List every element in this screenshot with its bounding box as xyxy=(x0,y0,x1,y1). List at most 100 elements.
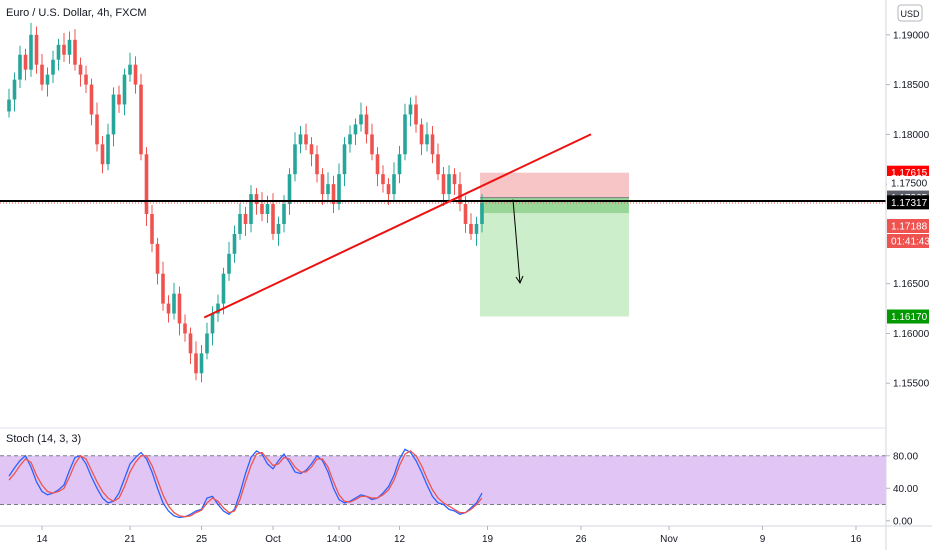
candle xyxy=(348,125,352,153)
candle xyxy=(419,118,424,156)
candle-body xyxy=(419,124,424,145)
candle-body xyxy=(414,104,418,125)
candle-body xyxy=(84,74,88,85)
candle-body xyxy=(73,39,77,65)
candle xyxy=(342,137,347,187)
close-price-label-text: 1.17188 xyxy=(891,222,928,233)
candle-body xyxy=(397,154,402,175)
candle xyxy=(89,78,94,126)
candle-body xyxy=(166,303,171,314)
candle xyxy=(298,126,303,154)
candle-body xyxy=(117,94,121,105)
candle-body xyxy=(309,144,314,155)
stoch-axis[interactable]: 80.00 40.00 0.00 xyxy=(886,451,918,527)
candle xyxy=(155,237,160,285)
candle xyxy=(150,205,154,253)
take-profit-zone[interactable] xyxy=(480,197,629,317)
stoch-band xyxy=(0,455,886,505)
candle xyxy=(67,31,72,64)
candle-body xyxy=(29,34,33,70)
candle xyxy=(78,57,83,87)
candle xyxy=(161,261,165,311)
candle xyxy=(18,45,22,88)
stop-loss-zone[interactable] xyxy=(480,172,629,198)
trendline[interactable] xyxy=(203,133,592,319)
candle-body xyxy=(276,223,281,234)
candle xyxy=(111,87,116,147)
candle-body xyxy=(436,154,440,175)
stoch-d-line xyxy=(8,450,483,518)
candle xyxy=(315,145,319,183)
currency-button-label[interactable]: USD xyxy=(900,9,920,19)
candle xyxy=(29,22,33,77)
time-tick-label: 12 xyxy=(394,534,406,545)
candle xyxy=(227,241,231,281)
candle-body xyxy=(474,223,479,234)
candle-body xyxy=(221,273,226,304)
candle-body xyxy=(62,44,66,55)
candle xyxy=(353,118,358,146)
candle xyxy=(172,282,176,320)
stoch-band-layer xyxy=(0,455,886,505)
stoch-tick-label: 0.00 xyxy=(893,516,913,527)
candle xyxy=(337,163,341,211)
candle xyxy=(133,56,138,94)
candle-body xyxy=(95,114,99,145)
time-axis[interactable]: 14 21 25 Oct 14:00 12 19 26 Nov 9 16 xyxy=(36,526,862,545)
candle-body xyxy=(18,54,22,80)
candle-body xyxy=(172,293,176,314)
candle xyxy=(7,88,11,118)
currency-button-frame[interactable] xyxy=(897,4,923,22)
candle xyxy=(12,72,17,112)
candle-body xyxy=(364,114,369,135)
time-tick-label: 21 xyxy=(124,534,136,545)
candle-body xyxy=(177,293,182,324)
axis-price-label-bg xyxy=(887,176,929,190)
position-zones[interactable] xyxy=(480,172,629,317)
candle-body xyxy=(260,204,264,214)
candle-body xyxy=(441,174,446,195)
candle-body xyxy=(243,214,248,224)
candle-body xyxy=(216,303,220,314)
candle-body xyxy=(315,154,319,175)
candle xyxy=(40,53,44,91)
candle xyxy=(205,322,209,360)
candle xyxy=(364,106,369,144)
candle-body xyxy=(139,84,143,155)
candle xyxy=(128,52,132,82)
candle xyxy=(51,50,55,84)
candle xyxy=(95,102,99,152)
candle-body xyxy=(447,174,451,195)
open-profit-zone xyxy=(480,197,629,214)
candle xyxy=(183,314,187,342)
stoch-tick-label: 40.00 xyxy=(893,484,918,495)
price-labels: 1.176151.175001.173651.173171.1718801:41… xyxy=(887,165,930,324)
candle xyxy=(243,206,248,236)
stoch-k-line xyxy=(8,448,483,519)
candle-body xyxy=(7,99,11,112)
candle xyxy=(414,95,418,133)
price-tick-label: 1.15500 xyxy=(893,379,930,390)
stoch-label[interactable]: Stoch (14, 3, 3) xyxy=(6,433,81,445)
countdown-label-bg xyxy=(887,234,929,248)
candle-body xyxy=(133,64,138,85)
drawings-layer[interactable] xyxy=(0,133,886,319)
candle-body xyxy=(188,333,193,354)
price-tick-label: 1.18000 xyxy=(893,130,930,141)
candle-body xyxy=(227,253,231,274)
projection-arrow[interactable] xyxy=(512,199,521,284)
candle xyxy=(397,145,402,184)
currency-button[interactable]: USD xyxy=(897,4,923,22)
candle xyxy=(469,213,473,240)
candle xyxy=(117,85,121,113)
target-price-label-bg xyxy=(887,309,929,324)
price-tick-label: 1.16500 xyxy=(893,279,930,290)
close-price-label-bg xyxy=(887,219,929,233)
candle xyxy=(436,143,440,181)
candle-body xyxy=(403,114,407,155)
candle xyxy=(194,341,198,381)
time-tick-label: 14 xyxy=(36,534,48,545)
time-tick-label: Nov xyxy=(660,534,678,545)
